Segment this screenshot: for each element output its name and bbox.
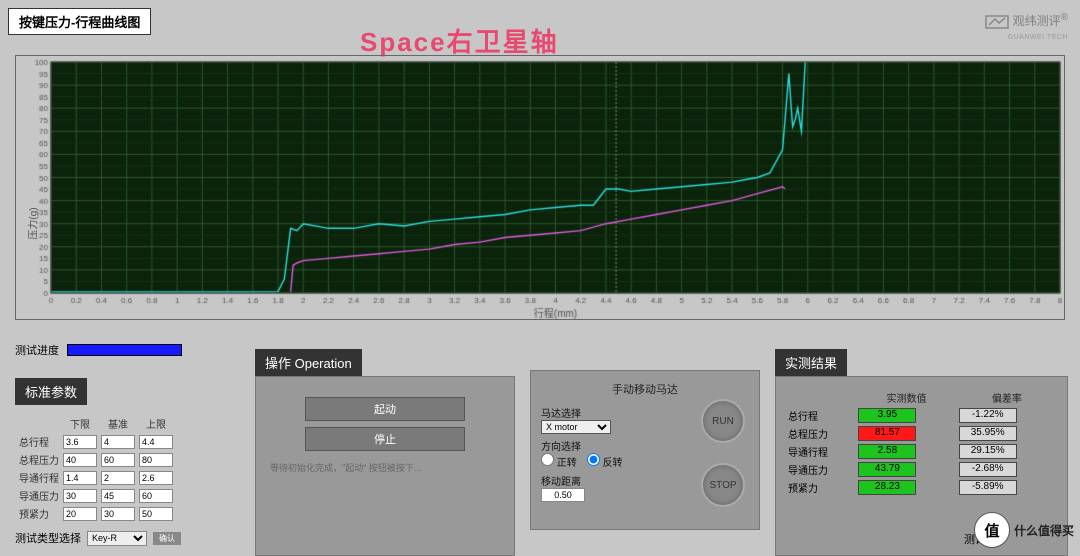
result-error: -5.89%: [959, 480, 1017, 495]
result-error: -2.68%: [959, 462, 1017, 477]
progress-bar: [67, 344, 182, 356]
std-header: 标准参数: [15, 378, 87, 405]
y-axis-label: 压力(g): [25, 207, 40, 239]
stop-motor-button[interactable]: STOP: [701, 463, 745, 507]
result-value: 43.79: [858, 462, 916, 477]
param-label: 导通行程: [19, 470, 59, 485]
result-value: 3.95: [858, 408, 916, 423]
watermark: 值 什么值得买: [974, 512, 1074, 548]
test-type-label: 测试类型选择: [15, 530, 81, 546]
start-button[interactable]: 起动: [305, 397, 465, 421]
param-input[interactable]: [101, 471, 135, 485]
result-label: 导通压力: [788, 462, 854, 477]
param-input[interactable]: [101, 489, 135, 503]
param-label: 导通压力: [19, 488, 59, 503]
motor-select-label: 马达选择: [541, 409, 581, 420]
param-input[interactable]: [101, 507, 135, 521]
param-input[interactable]: [63, 471, 97, 485]
radio-forward[interactable]: 正转: [541, 453, 577, 469]
radio-reverse[interactable]: 反转: [587, 453, 623, 469]
param-input[interactable]: [139, 507, 173, 521]
param-input[interactable]: [101, 453, 135, 467]
param-input[interactable]: [139, 489, 173, 503]
motor-header: 手动移动马达: [541, 381, 749, 397]
param-label: 总程压力: [19, 452, 59, 467]
result-value: 28.23: [858, 480, 916, 495]
motor-panel: 手动移动马达 马达选择 X motor 方向选择 正转 反转 移动距离 RUN …: [530, 370, 760, 530]
op-header: 操作 Operation: [255, 349, 362, 376]
param-input[interactable]: [63, 435, 97, 449]
confirm-button[interactable]: 确认: [153, 532, 181, 545]
op-hint: 等待初始化完成，"起动" 按钮被按下...: [270, 461, 500, 474]
result-error: 29.15%: [959, 444, 1017, 459]
result-error: -1.22%: [959, 408, 1017, 423]
operation-panel: 操作 Operation 起动 停止 等待初始化完成，"起动" 按钮被按下...: [255, 349, 515, 556]
force-travel-chart: 压力(g): [15, 55, 1065, 320]
param-input[interactable]: [101, 435, 135, 449]
result-value: 81.57: [858, 426, 916, 441]
result-label: 总程压力: [788, 426, 854, 441]
standard-params-panel: 标准参数 下限基准上限总行程总程压力导通行程导通压力预紧力 测试类型选择 Key…: [15, 378, 181, 546]
param-input[interactable]: [139, 435, 173, 449]
param-label: 预紧力: [19, 506, 59, 521]
result-error: 35.95%: [959, 426, 1017, 441]
param-input[interactable]: [63, 507, 97, 521]
progress-label: 测试进度: [15, 342, 59, 358]
distance-input[interactable]: [541, 488, 585, 502]
result-label: 导通行程: [788, 444, 854, 459]
distance-label: 移动距离: [541, 477, 581, 488]
motor-select[interactable]: X motor: [541, 420, 611, 434]
overlay-title: Space右卫星轴: [360, 22, 559, 59]
param-input[interactable]: [63, 489, 97, 503]
result-value: 2.58: [858, 444, 916, 459]
run-button[interactable]: RUN: [701, 399, 745, 443]
param-input[interactable]: [139, 471, 173, 485]
stop-button[interactable]: 停止: [305, 427, 465, 451]
watermark-icon: 值: [974, 512, 1010, 548]
test-type-select[interactable]: Key-R: [87, 531, 147, 546]
brand-logo: 观纬测评®GUANWEI TECH: [985, 12, 1068, 42]
param-input[interactable]: [63, 453, 97, 467]
page-title-box: 按键压力-行程曲线图: [8, 8, 151, 35]
result-label: 总行程: [788, 408, 854, 423]
result-header: 实测结果: [775, 349, 847, 376]
param-label: 总行程: [19, 434, 59, 449]
result-label: 预紧力: [788, 480, 854, 495]
direction-label: 方向选择: [541, 442, 581, 453]
param-input[interactable]: [139, 453, 173, 467]
